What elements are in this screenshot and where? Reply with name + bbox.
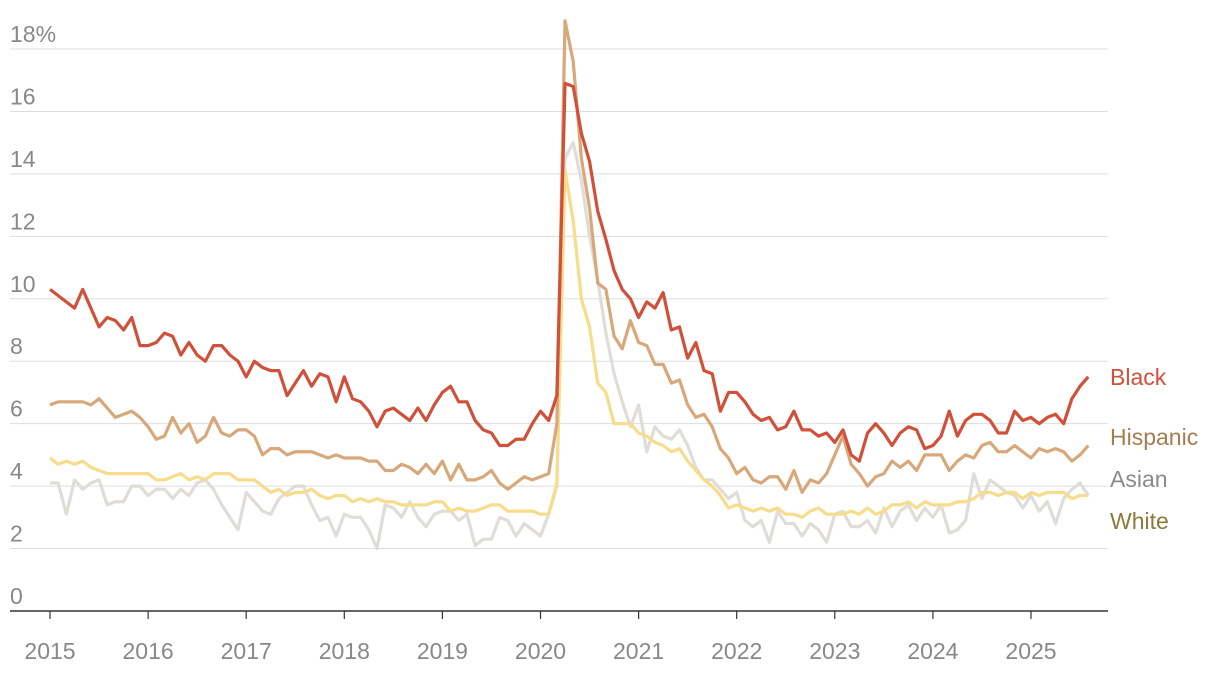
y-tick-label: 2 <box>10 521 23 547</box>
series-line <box>49 19 1090 494</box>
y-tick-label: 6 <box>10 396 23 422</box>
series-line <box>50 141 1090 551</box>
x-tick-label: 2020 <box>515 638 566 664</box>
y-tick-label: 16 <box>10 83 36 109</box>
series-line <box>49 81 1090 463</box>
x-tick-label: 2018 <box>319 638 370 664</box>
x-tick-label: 2017 <box>221 638 272 664</box>
y-tick-label: 4 <box>10 458 23 484</box>
y-tick-label: 8 <box>10 333 23 359</box>
y-tick-label: 10 <box>10 271 36 297</box>
legend-label: Asian <box>1110 466 1168 492</box>
x-tick-label: 2023 <box>809 638 860 664</box>
series-line <box>49 169 1089 519</box>
x-tick-label: 2025 <box>1005 638 1056 664</box>
y-tick-label: 0 <box>10 583 23 609</box>
x-tick-label: 2019 <box>417 638 468 664</box>
legend-label: Black <box>1110 364 1167 390</box>
legend-label: Hispanic <box>1110 424 1198 450</box>
x-tick-label: 2022 <box>711 638 762 664</box>
y-tick-label: 12 <box>10 208 36 234</box>
y-tick-label: 14 <box>10 146 36 172</box>
x-tick-label: 2024 <box>907 638 958 664</box>
x-tick-label: 2015 <box>24 638 75 664</box>
x-tick-label: 2021 <box>613 638 664 664</box>
x-tick-label: 2016 <box>123 638 174 664</box>
legend-label: White <box>1110 508 1169 534</box>
y-tick-label: 18% <box>10 21 56 47</box>
